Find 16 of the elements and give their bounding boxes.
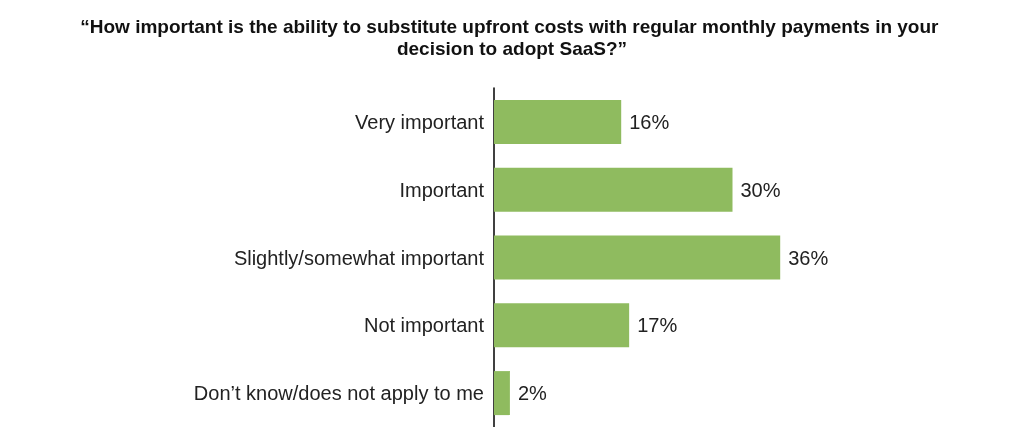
data-label: 36%	[788, 246, 829, 269]
y-tick-label: Important	[399, 178, 485, 201]
chart-title: “How important is the ability to substitute upfront costs with regular monthly payments in your decision to adopt SaaS?”	[80, 15, 944, 59]
y-tick-label: Very important	[355, 110, 485, 133]
bar	[494, 235, 781, 280]
data-label: 17%	[637, 314, 678, 337]
bar	[494, 303, 630, 348]
y-tick-label: Slightly/somewhat important	[233, 246, 485, 269]
data-label: 2%	[517, 382, 548, 405]
bar	[494, 99, 622, 144]
data-label: 30%	[740, 178, 781, 201]
y-tick-label: Don’t know/does not apply to me	[193, 382, 484, 405]
y-tick-label: Not important	[363, 314, 485, 337]
bar	[494, 371, 510, 416]
bar	[494, 167, 733, 212]
data-label: 16%	[629, 110, 670, 133]
